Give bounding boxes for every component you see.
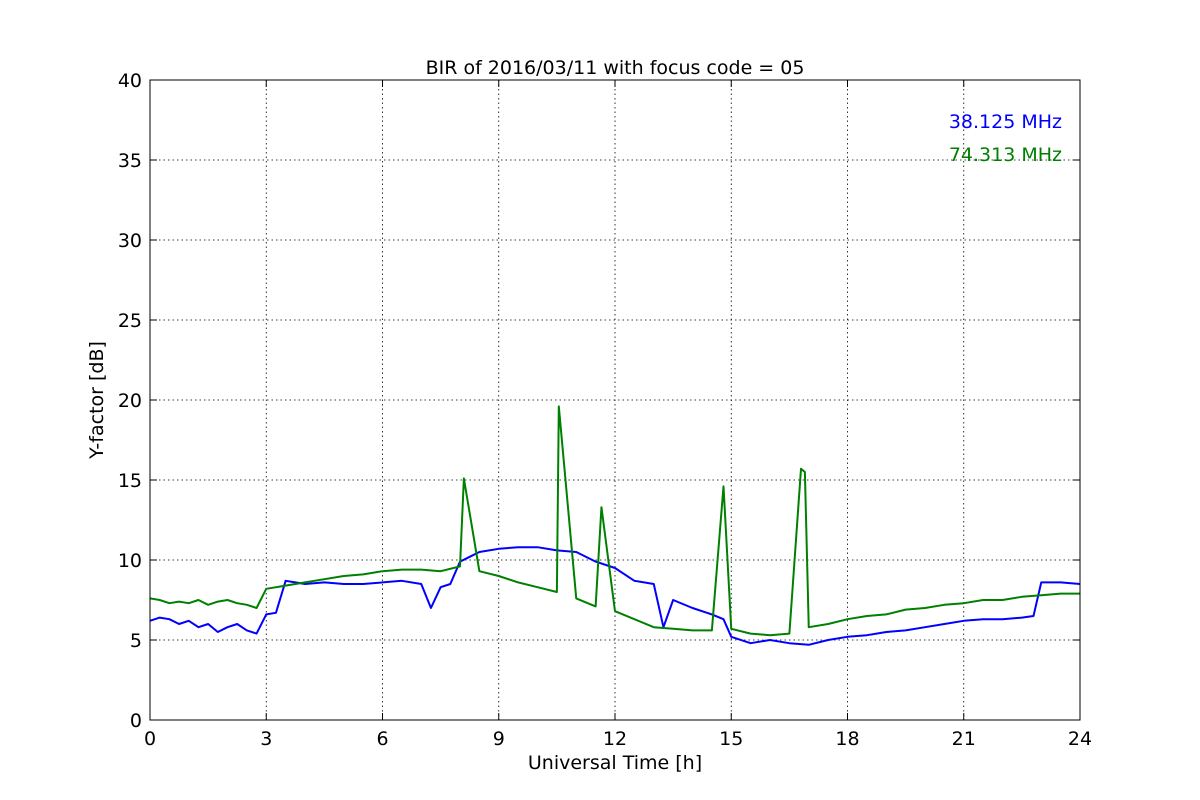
series-line <box>150 546 1080 646</box>
x-tick-label: 6 <box>376 728 388 750</box>
x-tick-label: 21 <box>952 728 976 750</box>
series-1 <box>150 546 1080 646</box>
x-tick-label: 9 <box>493 728 505 750</box>
y-tick-label: 0 <box>130 710 142 732</box>
legend-entry: 74.313 MHz <box>949 144 1062 166</box>
y-tick-label: 40 <box>118 70 142 92</box>
y-axis-label: Y-factor [dB] <box>86 341 108 460</box>
legend: 38.125 MHz 74.313 MHz <box>949 111 1062 166</box>
y-tick-label: 20 <box>118 390 142 412</box>
chart-title: BIR of 2016/03/11 with focus code = 05 <box>426 57 805 79</box>
x-tick-label: 0 <box>144 728 156 750</box>
y-tick-label: 35 <box>118 150 142 172</box>
y-tick-label: 30 <box>118 230 142 252</box>
x-tick-label: 12 <box>603 728 627 750</box>
y-tick-label: 10 <box>118 550 142 572</box>
x-tick-label: 24 <box>1068 728 1092 750</box>
ticks: 0 3 6 9 12 15 18 21 24 0 5 10 15 20 25 30 35 40 <box>118 70 1092 750</box>
series-2 <box>150 405 1080 637</box>
x-axis-label: Universal Time [h] <box>528 752 702 774</box>
x-tick-label: 3 <box>260 728 272 750</box>
series-layer <box>150 405 1080 646</box>
legend-entry: 38.125 MHz <box>949 111 1062 133</box>
series-line <box>150 405 1080 637</box>
y-tick-label: 25 <box>118 310 142 332</box>
y-tick-label: 15 <box>118 470 142 492</box>
x-tick-label: 15 <box>719 728 743 750</box>
y-tick-label: 5 <box>130 630 142 652</box>
x-tick-label: 18 <box>835 728 859 750</box>
